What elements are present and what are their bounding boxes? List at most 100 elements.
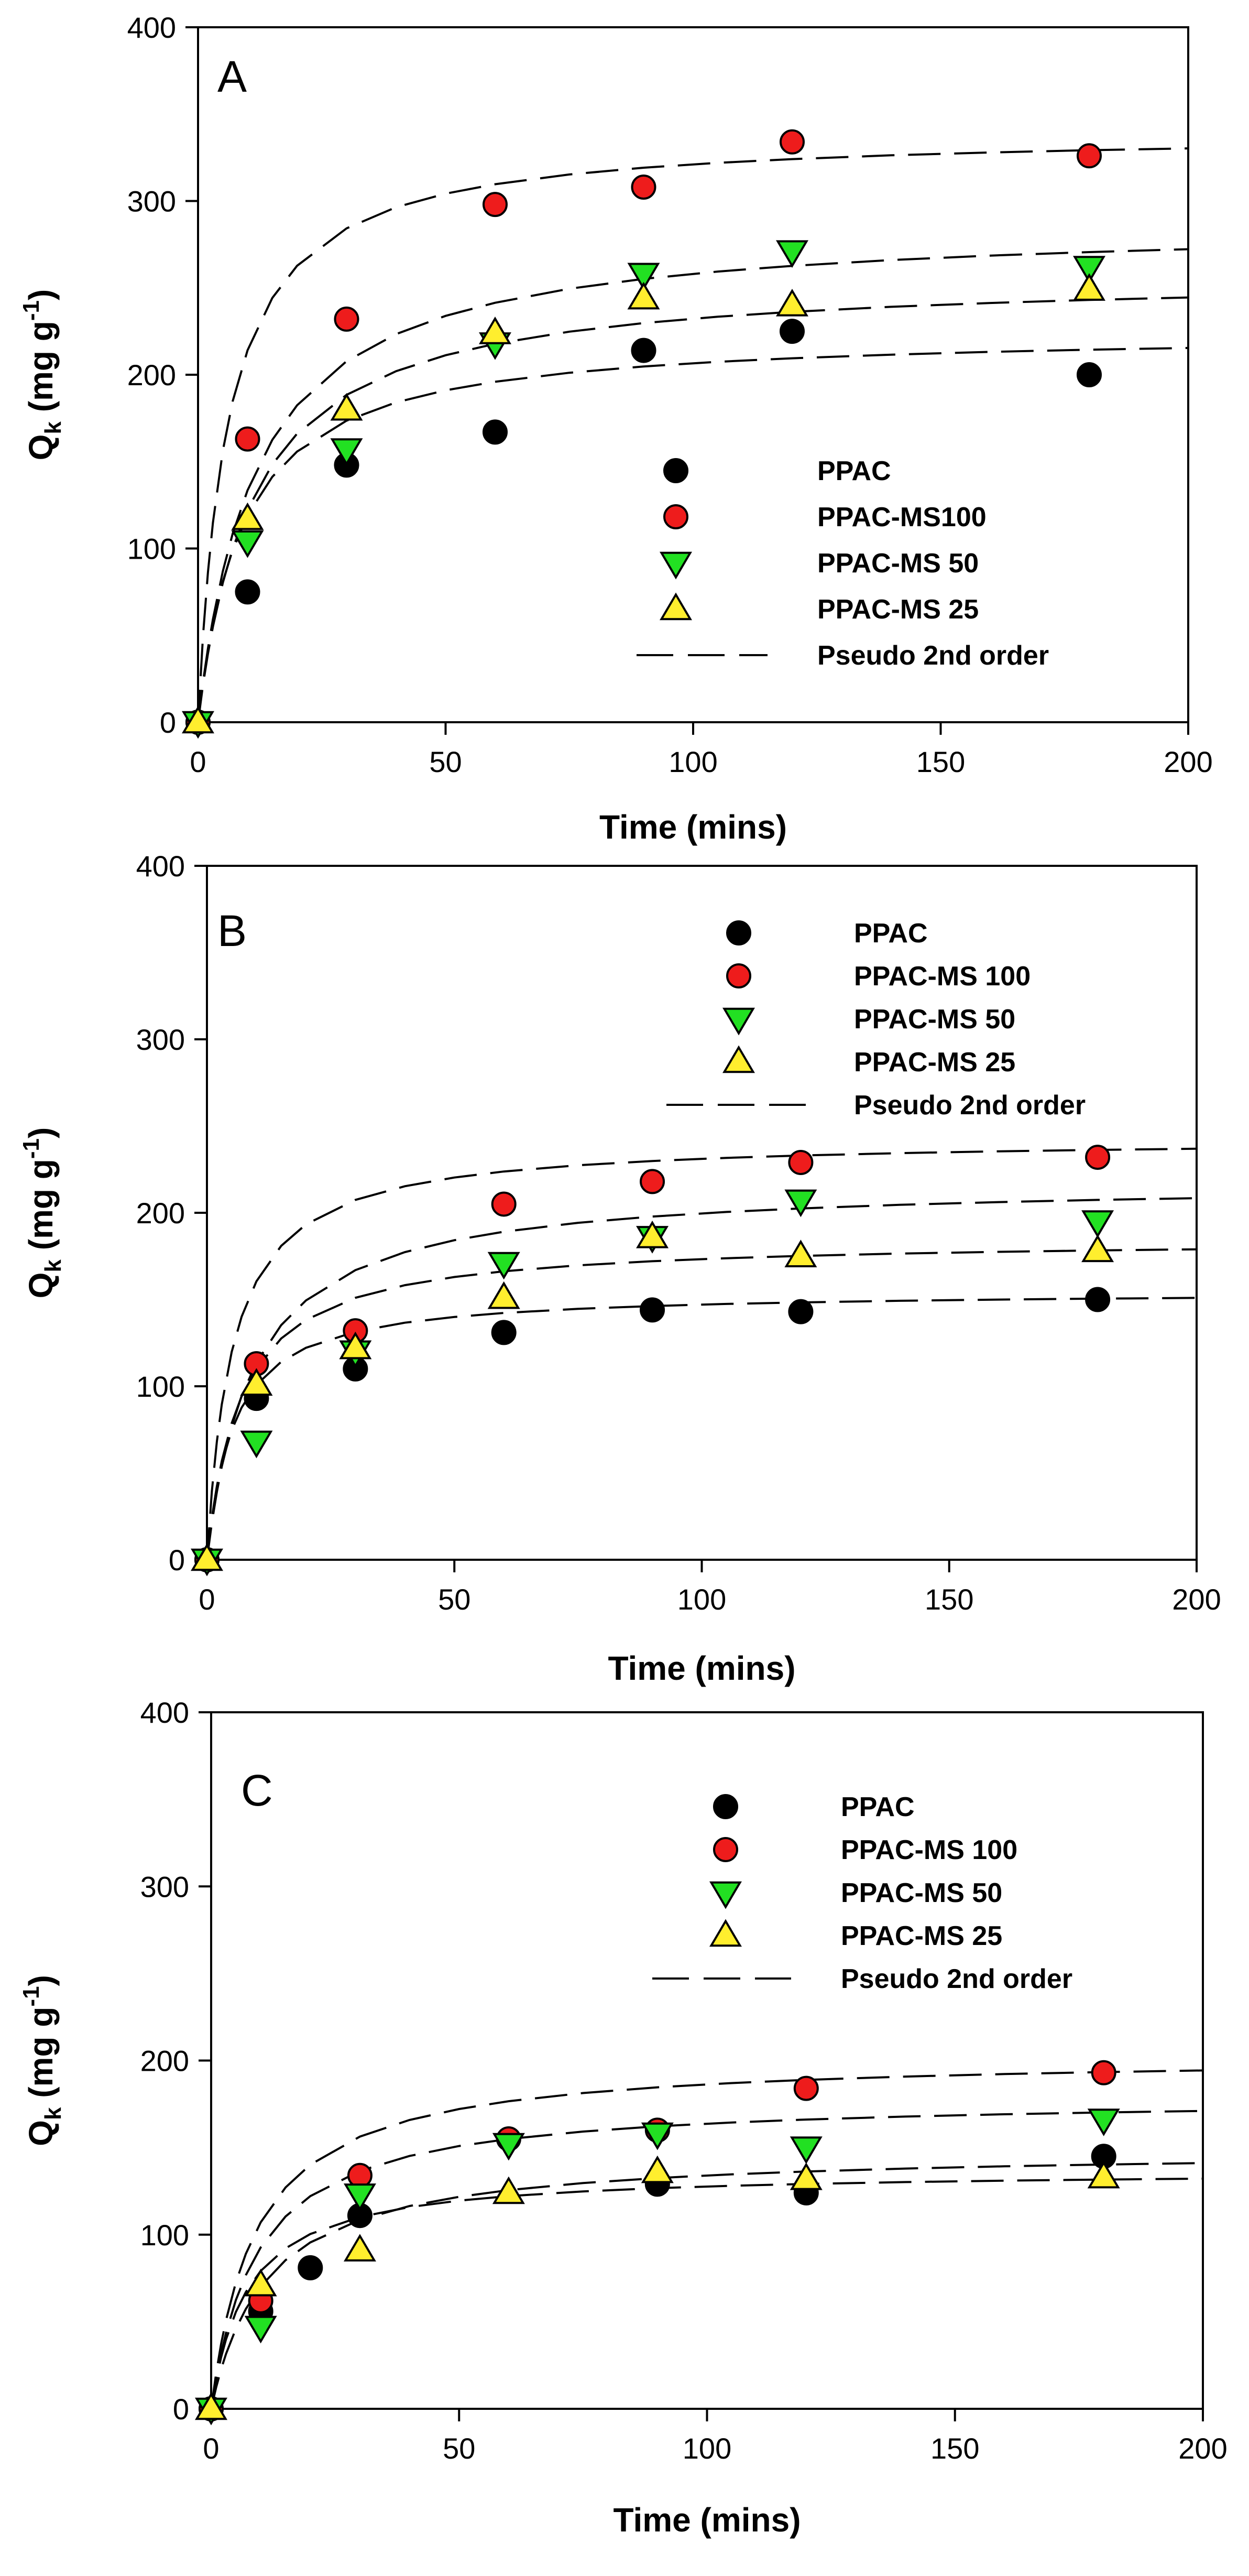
legend-marker-ppac [663, 458, 688, 483]
data-point-ppac-ms-50 [790, 2136, 823, 2165]
x-tick-label: 100 [669, 745, 717, 778]
x-tick-label: 150 [916, 745, 965, 778]
legend-label-ppac: PPAC [854, 918, 928, 949]
legend-label-ppac-ms-100: PPAC-MS 100 [854, 961, 1031, 992]
y-tick-label: 100 [127, 532, 176, 566]
data-point-ppac [780, 319, 805, 344]
legend-marker-ppac-ms-50 [709, 1881, 742, 1909]
legend-marker-ppac-ms100 [663, 504, 688, 529]
data-point-ppac-ms-25 [790, 2162, 823, 2190]
data-point-ppac-ms-50 [492, 2133, 525, 2161]
fit-curve-ppac-ms-100-fit [210, 2069, 1203, 2409]
panel-label: B [217, 906, 247, 955]
legend-label-ppac-ms-50: PPAC-MS 50 [841, 1878, 1002, 1908]
data-point-ppac [298, 2255, 323, 2280]
x-tick-label: 0 [190, 745, 206, 778]
data-point-ppac-ms-25 [191, 1543, 223, 1571]
data-point-ppac-ms100 [631, 174, 656, 200]
panel-c: 0 50 100 150 200 0 100 200 300 400 Time (mins) Qk (… [18, 1696, 1228, 2539]
legend-marker-ppac-ms-100 [726, 963, 751, 988]
data-point-ppac-ms-25 [195, 2392, 227, 2420]
y-tick-label: 200 [136, 1197, 185, 1230]
data-point-ppac-ms-25 [1073, 273, 1105, 301]
y-tick-label: 400 [140, 1696, 189, 1729]
data-point-ppac-ms-50 [240, 1430, 273, 1459]
data-point-ppac-ms-25 [343, 2234, 376, 2262]
data-point-ppac-ms-50 [231, 530, 264, 558]
legend-marker-ppac-ms-25 [709, 1919, 742, 1947]
plot-frame [210, 1711, 1204, 2410]
data-point-ppac-ms-25 [330, 393, 363, 421]
data-point-ppac-ms-100 [491, 1191, 517, 1217]
data-point-ppac-ms-50 [776, 240, 808, 268]
x-tick-label: 50 [443, 2432, 475, 2465]
legend-label-ppac-ms-100: PPAC-MS 100 [841, 1835, 1017, 1865]
y-tick-label: 300 [127, 185, 176, 218]
data-point-ppac-ms-50 [343, 2183, 376, 2211]
fit-curve-ppac-ms-25-fit [210, 2162, 1203, 2409]
data-point-ppac-ms-25 [182, 705, 214, 734]
legend-marker-ppac [726, 920, 751, 945]
data-point-ppac-ms-25 [244, 2268, 277, 2297]
data-point-ppac [1085, 1287, 1111, 1312]
data-point-ppac-ms-50 [487, 1252, 520, 1280]
panel-a: 0 50 100 150 200 0 100 200 300 400 Time (mins) Qk (… [18, 11, 1213, 846]
y-tick-label: 100 [140, 2219, 189, 2252]
data-point-ppac-ms-25 [641, 2155, 674, 2183]
x-tick-label: 50 [438, 1583, 470, 1616]
x-tick-label: 150 [925, 1583, 973, 1616]
y-tick-label: 100 [136, 1370, 185, 1403]
data-point-ppac-ms-25 [1087, 2160, 1120, 2189]
fit-curve-ppac-ms-25-fit [197, 296, 1189, 723]
data-point-ppac-ms100 [483, 192, 508, 218]
legend-label-ppac-ms100: PPAC-MS100 [817, 502, 987, 532]
y-tick-label: 200 [140, 2045, 189, 2078]
panel-label: A [217, 52, 247, 101]
legend-marker-ppac-ms-100 [713, 1837, 738, 1862]
legend-label-ppac-ms-25: PPAC-MS 25 [817, 594, 979, 625]
y-tick-label: 0 [160, 706, 176, 739]
data-point-ppac-ms100 [780, 129, 805, 155]
legend-label-ppac-ms-25: PPAC-MS 25 [854, 1047, 1015, 1078]
data-point-ppac [491, 1320, 517, 1345]
y-tick-label: 200 [127, 358, 176, 392]
y-axis-title: Qk (mg g-1) [18, 1127, 66, 1299]
data-point-ppac-ms-50 [784, 1189, 817, 1218]
data-point-ppac-ms-50 [627, 263, 660, 291]
legend-label-fit: Pseudo 2nd order [854, 1090, 1086, 1121]
legend-label-ppac: PPAC [817, 456, 891, 486]
x-axis-title: Time (mins) [599, 808, 787, 846]
data-point-ppac [631, 338, 656, 363]
fit-curve-ppac-ms-50-fit [197, 248, 1189, 723]
data-point-ppac-ms-50 [244, 2316, 277, 2344]
data-point-ppac-ms-25 [487, 1281, 520, 1309]
data-point-ppac-ms-50 [1073, 256, 1105, 284]
data-point-ppac-ms-50 [1081, 1210, 1114, 1238]
data-point-ppac-ms-25 [784, 1240, 817, 1267]
panel-b: 0 50 100 150 200 0 100 200 300 400 Time (mins) Qk (… [18, 850, 1221, 1687]
y-tick-label: 300 [140, 1870, 189, 1903]
data-point-ppac-ms-25 [1081, 1234, 1114, 1263]
data-point-ppac-ms-50 [1087, 2108, 1120, 2136]
x-tick-label: 150 [930, 2432, 979, 2465]
y-tick-label: 0 [169, 1544, 185, 1577]
data-point-ppac [235, 579, 260, 605]
data-point-ppac-ms100 [235, 426, 260, 452]
x-tick-label: 50 [429, 745, 462, 778]
x-axis-title: Time (mins) [613, 2501, 801, 2539]
y-tick-label: 0 [173, 2393, 189, 2426]
data-point-ppac-ms-25 [776, 288, 808, 317]
data-point-ppac [483, 419, 508, 445]
legend-label-ppac-ms-25: PPAC-MS 25 [841, 1921, 1002, 1951]
fit-curve-ppac-ms100-fit [197, 147, 1189, 723]
legend-label-ppac-ms-50: PPAC-MS 50 [817, 548, 979, 579]
plot-frame [197, 26, 1189, 723]
x-tick-label: 200 [1178, 2432, 1227, 2465]
legend-label-fit: Pseudo 2nd order [817, 640, 1049, 671]
legend-marker-ppac-ms-50 [660, 551, 692, 580]
fit-curve-ppac-ms-25-fit [206, 1248, 1197, 1560]
data-point-ppac-ms-25 [627, 281, 660, 310]
y-tick-label: 300 [136, 1023, 185, 1056]
x-tick-label: 200 [1172, 1583, 1221, 1616]
